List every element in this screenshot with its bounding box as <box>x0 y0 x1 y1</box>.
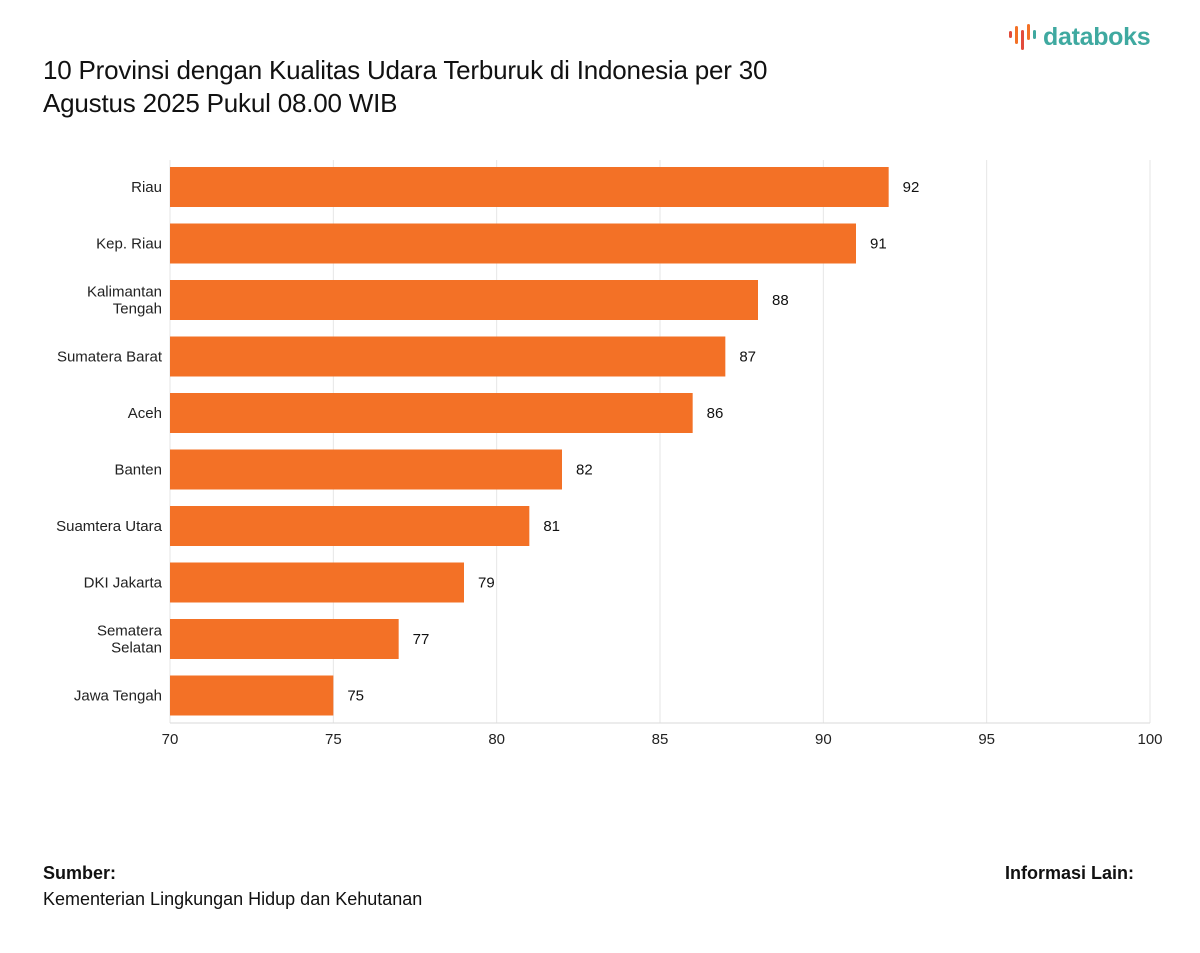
chart-title-line-1: 10 Provinsi dengan Kualitas Udara Terbur… <box>43 55 768 85</box>
source-block: Sumber: Kementerian Lingkungan Hidup dan… <box>43 860 422 912</box>
data-label: 79 <box>478 575 495 592</box>
bar <box>170 675 334 716</box>
source-heading: Sumber: <box>43 863 117 883</box>
category-label: Jawa Tengah <box>74 688 162 705</box>
category-label-line: Selatan <box>111 640 162 657</box>
category-label: Kep. Riau <box>96 236 162 253</box>
data-label: 88 <box>772 292 789 309</box>
category-label-line: Riau <box>131 179 162 196</box>
category-label-line: Aceh <box>128 405 162 422</box>
category-label: Aceh <box>128 405 162 422</box>
data-label: 92 <box>903 179 920 196</box>
bar <box>170 167 889 207</box>
category-label-line: Suamtera Utara <box>56 518 163 535</box>
category-label: Banten <box>114 462 162 479</box>
category-label-line: Kep. Riau <box>96 236 162 253</box>
category-label-line: Sematera <box>97 623 163 640</box>
x-tick-label: 100 <box>1137 731 1162 748</box>
category-label: Kalimantan Tengah <box>87 284 162 318</box>
databoks-logo-icon <box>1009 24 1036 50</box>
category-label: Sumatera Barat <box>57 349 163 366</box>
bar <box>170 223 856 264</box>
chart-title-line-2: Agustus 2025 Pukul 08.00 WIB <box>43 88 398 118</box>
bar <box>170 449 562 490</box>
bar-chart: 70 75 80 85 90 95 100 92 Riau 91 Kep. Riau 88 Kalima… <box>56 160 1163 748</box>
databoks-logo-text: databoks <box>1043 22 1151 51</box>
info-heading: Informasi Lain: <box>1005 863 1135 883</box>
bar <box>170 506 530 546</box>
chart-title: 10 Provinsi dengan Kualitas Udara Terbur… <box>43 54 863 120</box>
data-label: 86 <box>707 405 724 422</box>
x-tick-label: 85 <box>652 731 669 748</box>
bar <box>170 280 758 320</box>
data-label: 75 <box>347 688 364 705</box>
x-tick-label: 80 <box>488 731 505 748</box>
category-label: Suamtera Utara <box>56 518 163 535</box>
bar <box>170 393 693 433</box>
category-label-line: Jawa Tengah <box>74 688 162 705</box>
category-label-line: Tengah <box>113 301 162 318</box>
databoks-logo[interactable]: databoks <box>1008 20 1151 54</box>
x-tick-label: 70 <box>162 731 179 748</box>
bar <box>170 562 464 603</box>
category-label-line: Sumatera Barat <box>57 349 163 366</box>
data-label: 81 <box>543 518 560 535</box>
bar <box>170 336 726 377</box>
category-label: Sematera Selatan <box>97 623 163 657</box>
x-tick-label: 90 <box>815 731 832 748</box>
category-label-line: Kalimantan <box>87 284 162 301</box>
category-label-line: DKI Jakarta <box>84 575 163 592</box>
data-label: 87 <box>739 349 756 366</box>
source-text: Kementerian Lingkungan Hidup dan Kehutan… <box>43 889 423 909</box>
category-label-line: Banten <box>114 462 162 479</box>
category-label: Riau <box>131 179 162 196</box>
data-label: 82 <box>576 462 593 479</box>
data-label: 77 <box>413 631 430 648</box>
bar <box>170 619 399 659</box>
data-label: 91 <box>870 236 887 253</box>
category-label: DKI Jakarta <box>84 575 163 592</box>
x-tick-label: 95 <box>978 731 995 748</box>
x-tick-label: 75 <box>325 731 342 748</box>
